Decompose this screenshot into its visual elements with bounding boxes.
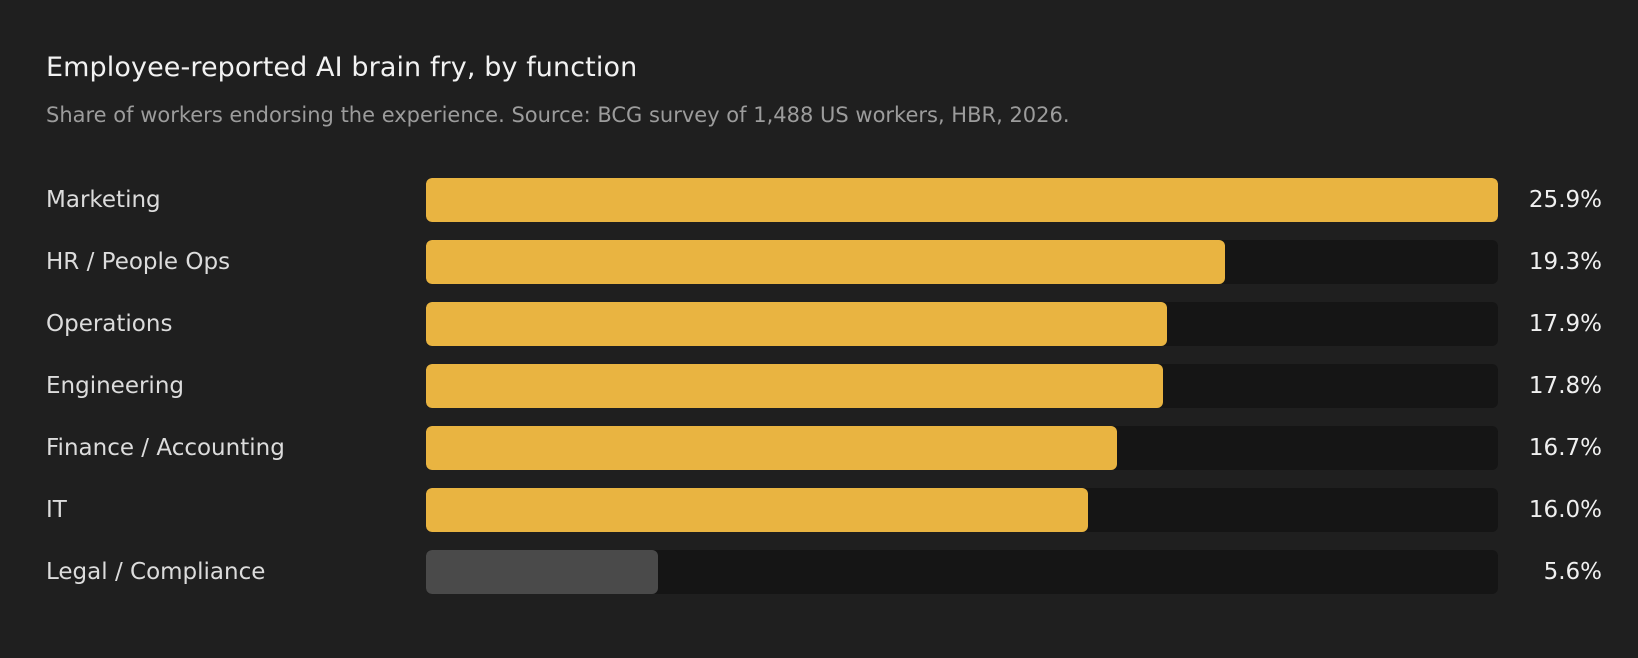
value-label: 19.3%	[1528, 249, 1602, 275]
bar	[426, 364, 1163, 408]
bar-track	[426, 550, 1498, 594]
chart-title: Employee-reported AI brain fry, by funct…	[46, 52, 638, 83]
value-label: 17.8%	[1528, 373, 1602, 399]
bar-track	[426, 302, 1498, 346]
bar-row: Marketing 25.9%	[46, 178, 1602, 222]
bar-track	[426, 488, 1498, 532]
category-label: Finance / Accounting	[46, 435, 285, 461]
category-label: Operations	[46, 311, 173, 337]
bar-row: Engineering 17.8%	[46, 364, 1602, 408]
bar-row: IT 16.0%	[46, 488, 1602, 532]
bar-row: HR / People Ops 19.3%	[46, 240, 1602, 284]
bar	[426, 550, 658, 594]
category-label: Marketing	[46, 187, 161, 213]
bar-row: Finance / Accounting 16.7%	[46, 426, 1602, 470]
value-label: 16.7%	[1528, 435, 1602, 461]
chart-subtitle: Share of workers endorsing the experienc…	[46, 103, 1070, 127]
bar-track	[426, 240, 1498, 284]
bar-rows: Marketing 25.9% HR / People Ops 19.3% Operat…	[46, 178, 1602, 612]
bar	[426, 426, 1118, 470]
value-label: 17.9%	[1528, 311, 1602, 337]
bar-track	[426, 426, 1498, 470]
value-label: 25.9%	[1528, 187, 1602, 213]
bar	[426, 488, 1089, 532]
bar-track	[426, 178, 1498, 222]
category-label: Engineering	[46, 373, 184, 399]
bar	[426, 178, 1498, 222]
bar-track	[426, 364, 1498, 408]
category-label: HR / People Ops	[46, 249, 231, 275]
bar	[426, 302, 1167, 346]
value-label: 5.6%	[1543, 559, 1602, 585]
value-label: 16.0%	[1528, 497, 1602, 523]
bar-row: Legal / Compliance 5.6%	[46, 550, 1602, 594]
bar-row: Operations 17.9%	[46, 302, 1602, 346]
category-label: IT	[46, 497, 67, 523]
bar	[426, 240, 1225, 284]
category-label: Legal / Compliance	[46, 559, 266, 585]
